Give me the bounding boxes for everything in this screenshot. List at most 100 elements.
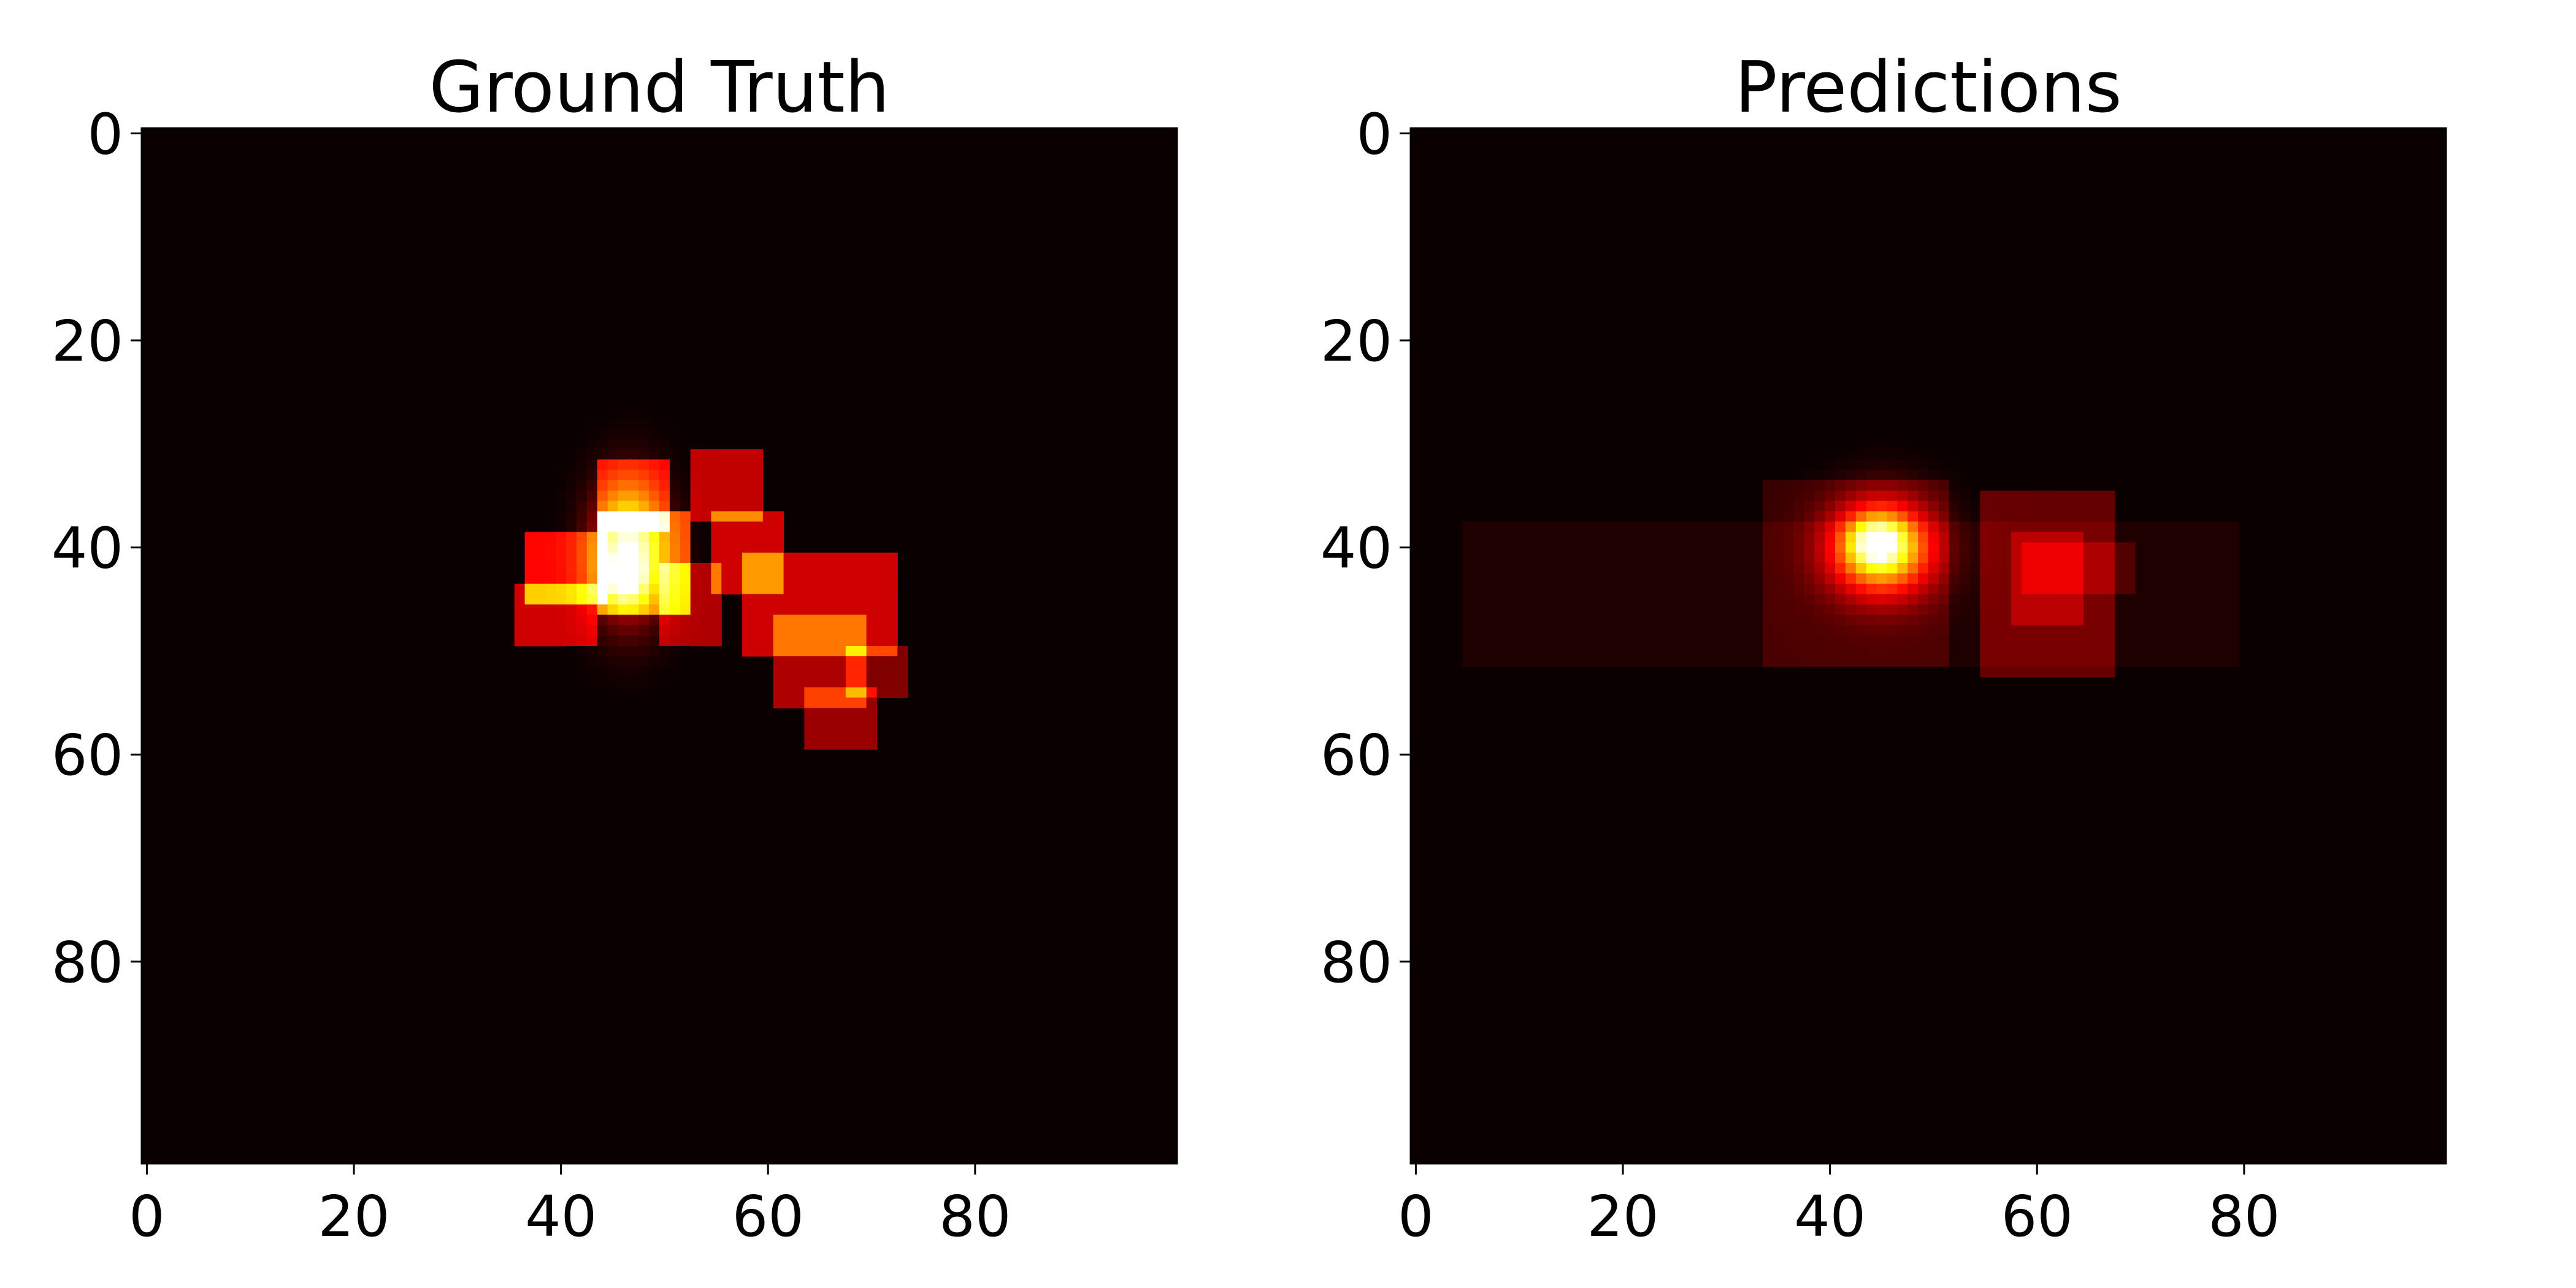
heatmap-cell	[1928, 604, 1939, 615]
heatmap-cell	[856, 687, 867, 698]
heatmap-cell	[1835, 449, 1846, 460]
heatmap-cell	[597, 480, 608, 491]
heatmap-cell	[2011, 646, 2022, 657]
heatmap-cell	[856, 646, 867, 657]
heatmap-cell	[2177, 656, 2188, 667]
heatmap-cell	[2073, 573, 2084, 585]
heatmap-cell	[1700, 646, 1712, 657]
heatmap-cell	[649, 646, 660, 657]
heatmap-cell	[669, 646, 681, 657]
heatmap-cell	[2135, 635, 2147, 646]
heatmap-cell	[1907, 553, 1919, 564]
heatmap-cell	[1783, 573, 1795, 585]
heatmap-cell	[576, 500, 588, 512]
heatmap-cell	[1897, 439, 1908, 450]
heatmap-cell	[659, 646, 670, 657]
heatmap-cell	[1887, 562, 1898, 574]
heatmap-cell	[1731, 646, 1742, 657]
heatmap-cell	[1483, 594, 1494, 605]
heatmap-cell	[1793, 615, 1805, 626]
heatmap-cell	[2114, 573, 2126, 585]
heatmap-cell	[1783, 542, 1795, 553]
heatmap-cell	[1814, 542, 1825, 553]
heatmap-cell	[618, 594, 629, 605]
heatmap-cell	[586, 480, 598, 491]
heatmap-cell	[762, 646, 774, 657]
heatmap-cell	[545, 573, 556, 585]
heatmap-cell	[1804, 542, 1815, 553]
heatmap-cell	[1793, 500, 1805, 512]
y-tick-label: 40	[52, 516, 123, 581]
heatmap-cell	[783, 687, 795, 698]
heatmap-cell	[556, 470, 567, 481]
heatmap-cell	[721, 532, 732, 543]
heatmap-cell	[597, 459, 608, 470]
heatmap-cell	[1907, 459, 1919, 470]
heatmap-cell	[638, 604, 650, 615]
heatmap-cell	[804, 687, 815, 698]
heatmap-cell	[669, 500, 681, 512]
heatmap-cell	[607, 459, 619, 470]
heatmap-cell	[1669, 573, 1681, 585]
heatmap-cell	[825, 635, 836, 646]
heatmap-cell	[556, 542, 567, 553]
heatmap-cell	[1876, 480, 1888, 491]
heatmap-cell	[2021, 542, 2033, 553]
heatmap-cell	[2125, 532, 2136, 543]
heatmap-cell	[2073, 666, 2084, 678]
heatmap-cell	[835, 625, 846, 636]
heatmap-cell	[586, 604, 598, 615]
heatmap-cell	[1959, 656, 1971, 667]
heatmap-cell	[2021, 625, 2033, 636]
heatmap-cell	[1617, 583, 1629, 595]
heatmap-cell	[711, 553, 722, 564]
heatmap-cell	[804, 583, 815, 595]
heatmap-cell	[1669, 615, 1681, 626]
heatmap-cell	[1638, 646, 1649, 657]
heatmap-cell	[1928, 490, 1939, 502]
heatmap-cell	[1907, 583, 1919, 595]
heatmap-cell	[2156, 583, 2167, 595]
heatmap-cell	[1793, 583, 1805, 595]
heatmap-cell	[1845, 583, 1857, 595]
heatmap-cell	[1835, 459, 1846, 470]
heatmap-cell	[1866, 573, 1877, 585]
heatmap-cell	[752, 635, 764, 646]
heatmap-cell	[2125, 646, 2136, 657]
heatmap-cell	[524, 573, 536, 585]
heatmap-cell	[2228, 521, 2239, 532]
heatmap-cell	[669, 439, 681, 450]
heatmap-cell	[1690, 635, 1701, 646]
heatmap-cell	[586, 625, 598, 636]
heatmap-cell	[2063, 542, 2074, 553]
heatmap-cell	[1990, 635, 2001, 646]
heatmap-cell	[1928, 449, 1939, 460]
heatmap-cell	[1617, 594, 1629, 605]
predictions-heatmap	[1411, 128, 2446, 1163]
heatmap-cell	[659, 459, 670, 470]
heatmap-cell	[1742, 583, 1753, 595]
heatmap-cell	[618, 459, 629, 470]
heatmap-cell	[2021, 604, 2033, 615]
heatmap-cell	[535, 553, 546, 564]
heatmap-cell	[1918, 615, 1929, 626]
heatmap-cell	[1855, 449, 1867, 460]
heatmap-cell	[1928, 656, 1939, 667]
heatmap-cell	[804, 677, 815, 688]
heatmap-cell	[607, 418, 619, 429]
heatmap-cell	[1597, 583, 1608, 595]
heatmap-cell	[1918, 594, 1929, 605]
heatmap-cell	[711, 480, 722, 491]
heatmap-cell	[1928, 459, 1939, 470]
heatmap-cell	[535, 615, 546, 626]
heatmap-cell	[1535, 656, 1546, 667]
heatmap-cell	[845, 718, 857, 729]
x-tick-label: 80	[939, 1184, 1011, 1249]
heatmap-cell	[680, 470, 691, 481]
heatmap-cell	[524, 583, 536, 595]
heatmap-cell	[866, 729, 878, 740]
heatmap-cell	[1793, 594, 1805, 605]
heatmap-cell	[576, 459, 588, 470]
heatmap-cell	[1793, 470, 1805, 481]
